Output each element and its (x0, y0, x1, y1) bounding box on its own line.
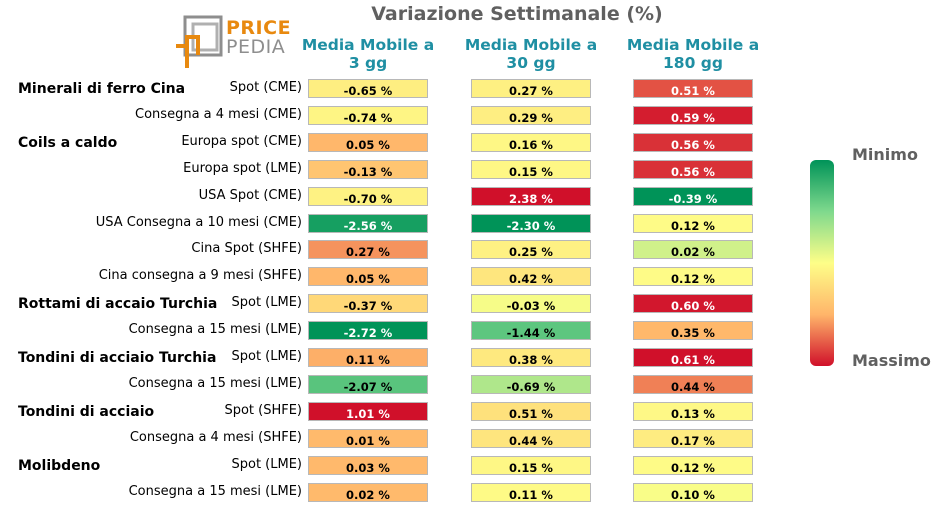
heatmap-cell: -0.65 % (308, 79, 428, 98)
row-label: USA Consegna a 10 mesi (CME) (95, 214, 302, 230)
heatmap-cell: 0.13 % (633, 401, 753, 421)
group-label: Rottami di accaio Turchia (18, 296, 218, 313)
color-scale-min-label: Minimo (852, 145, 918, 164)
row-label: Spot (SHFE) (224, 402, 302, 418)
group-label: Coils a caldo (18, 134, 118, 151)
heatmap-cell: -0.03 % (471, 294, 591, 314)
group-label: Tondini di acciaio (18, 403, 155, 420)
heatmap-cell: 0.35 % (633, 321, 753, 341)
chart-title: Variazione Settimanale (%) (371, 3, 663, 25)
row-label: Europa spot (LME) (183, 160, 302, 176)
column-header: Media Mobile a 180 gg (608, 36, 778, 72)
column-header-line2: 3 gg (348, 54, 388, 72)
heatmap-cell: 0.05 % (308, 267, 428, 287)
row-label: Europa spot (CME) (181, 133, 302, 149)
column-header-line1: Media Mobile a (626, 36, 760, 54)
heatmap-cell: -0.69 % (471, 374, 591, 394)
heatmap-cell: 0.02 % (308, 482, 428, 502)
row-label: Consegna a 4 mesi (CME) (135, 106, 302, 122)
heatmap-cell: 0.27 % (471, 79, 591, 98)
heatmap-cell: 0.16 % (471, 132, 591, 152)
heatmap-cell: -2.30 % (471, 213, 591, 233)
heatmap-cell: 0.15 % (471, 455, 591, 475)
column-header: Media Mobile a 30 gg (446, 36, 616, 72)
heatmap-cell: 0.11 % (308, 348, 428, 367)
heatmap-cell: 0.27 % (308, 240, 428, 260)
heatmap-cell: 2.38 % (471, 186, 591, 206)
logo-word-pedia: PEDIA (226, 36, 286, 58)
row-label: USA Spot (CME) (198, 187, 302, 203)
group-label: Molibdeno (18, 457, 101, 474)
heatmap-cell: 0.60 % (633, 294, 753, 314)
heatmap-cell: -0.74 % (308, 105, 428, 125)
pricepedia-logo-mark-icon (176, 15, 223, 68)
heatmap-cell: -0.39 % (633, 186, 753, 206)
heatmap-cell: 0.10 % (633, 482, 753, 502)
color-scale-max-label: Massimo (852, 351, 931, 370)
heatmap-cell: -2.72 % (308, 321, 428, 341)
heatmap-cell: 0.44 % (471, 428, 591, 448)
pricepedia-logo: PRICE PEDIA (174, 15, 291, 69)
row-label: Cina consegna a 9 mesi (SHFE) (98, 268, 302, 284)
heatmap-cell: 0.56 % (633, 159, 753, 179)
heatmap-cell: 0.17 % (633, 428, 753, 448)
row-label: Spot (LME) (231, 295, 302, 311)
heatmap-cell: 0.15 % (471, 159, 591, 179)
color-scale-bar (810, 160, 834, 366)
row-label: Consegna a 15 mesi (LME) (128, 375, 302, 391)
column-header-line2: 30 gg (506, 54, 556, 72)
heatmap-cell: 0.02 % (633, 240, 753, 260)
heatmap-cell: 0.51 % (633, 79, 753, 98)
heatmap-cell: -2.56 % (308, 213, 428, 233)
heatmap-cell: 0.03 % (308, 455, 428, 475)
logo-word-price: PRICE (226, 17, 292, 39)
heatmap-cell: 0.44 % (633, 374, 753, 394)
heatmap-cell: 0.12 % (633, 213, 753, 233)
heatmap-cell: 0.29 % (471, 105, 591, 125)
heatmap-cell: 1.01 % (308, 401, 428, 421)
row-label: Spot (LME) (231, 349, 302, 364)
group-label: Tondini di acciaio Turchia (18, 350, 217, 366)
column-header-line1: Media Mobile a (464, 36, 598, 54)
column-header-line2: 180 gg (663, 54, 723, 72)
heatmap-cell: 0.61 % (633, 348, 753, 367)
row-label: Spot (CME) (229, 80, 302, 95)
row-label: Consegna a 15 mesi (LME) (128, 483, 302, 499)
heatmap-cell: -1.44 % (471, 321, 591, 341)
heatmap-cell: 0.12 % (633, 455, 753, 475)
heatmap-cell: 0.42 % (471, 267, 591, 287)
column-header-line1: Media Mobile a (301, 36, 435, 54)
heatmap-cell: 0.12 % (633, 267, 753, 287)
heatmap-cell: -0.37 % (308, 294, 428, 314)
row-label: Consegna a 4 mesi (SHFE) (129, 429, 302, 445)
row-label: Spot (LME) (231, 456, 302, 472)
heatmap-cell: 0.01 % (308, 428, 428, 448)
heatmap-cell: 0.25 % (471, 240, 591, 260)
heatmap-cell: 0.59 % (633, 105, 753, 125)
heatmap-cell: 0.51 % (471, 401, 591, 421)
row-label: Cina Spot (SHFE) (191, 241, 302, 257)
heatmap-cell: -2.07 % (308, 374, 428, 394)
heatmap-cell: -0.70 % (308, 186, 428, 206)
heatmap-cell: -0.13 % (308, 159, 428, 179)
heatmap-cell: 0.38 % (471, 348, 591, 367)
heatmap-cell: 0.11 % (471, 482, 591, 502)
group-label: Minerali di ferro Cina (18, 81, 186, 97)
row-label: Consegna a 15 mesi (LME) (128, 322, 302, 338)
heatmap-cell: 0.05 % (308, 132, 428, 152)
heatmap-cell: 0.56 % (633, 132, 753, 152)
